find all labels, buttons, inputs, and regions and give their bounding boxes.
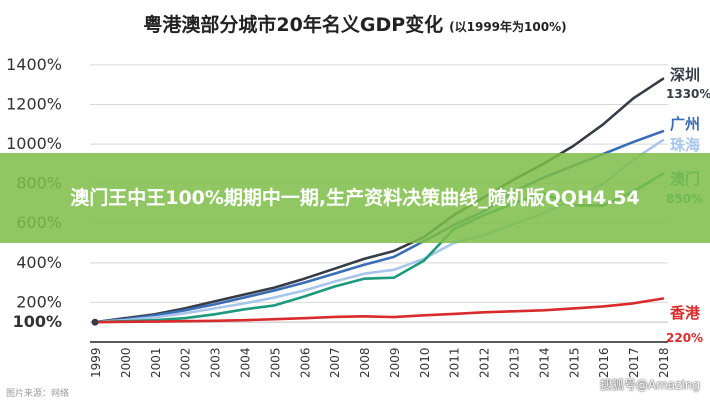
x-tick-label: 2006 bbox=[298, 347, 312, 378]
y-tick-label: 400% bbox=[16, 253, 62, 272]
series-label-0: 深圳 bbox=[670, 66, 700, 84]
series-end-value-4: 220% bbox=[666, 331, 703, 345]
y-tick-label: 1400% bbox=[6, 55, 62, 74]
x-tick-label: 2003 bbox=[209, 347, 223, 378]
x-tick-label: 2009 bbox=[388, 347, 402, 378]
source-watermark: 图片来源：网络 bbox=[6, 389, 70, 399]
chart-title-block: 粤港澳部分城市20年名义GDP变化 (以1999年为100%) bbox=[0, 10, 710, 37]
x-tick-label: 2001 bbox=[149, 347, 163, 378]
x-tick-label: 2011 bbox=[448, 347, 462, 378]
chart-subtitle: (以1999年为100%) bbox=[449, 20, 567, 34]
x-tick-label: 2017 bbox=[627, 347, 641, 378]
x-tick-label: 1999 bbox=[89, 347, 103, 378]
x-tick-label: 2002 bbox=[179, 347, 193, 378]
series-label-1: 广州 bbox=[670, 115, 700, 133]
x-tick-label: 2013 bbox=[508, 347, 522, 378]
series-line-4 bbox=[93, 297, 665, 324]
sohu-watermark: 搜狐号@Amazing bbox=[599, 378, 700, 392]
x-tick-label: 2012 bbox=[478, 347, 492, 378]
y-tick-label: 1200% bbox=[6, 94, 62, 113]
x-tick-label: 2018 bbox=[657, 347, 671, 378]
series-label-4: 香港 bbox=[670, 304, 701, 322]
y-tick-label: 1000% bbox=[6, 134, 62, 153]
overlay-banner-text: 澳门王中王100%期期中一期,生产资料决策曲线_随机版QQH4.54 bbox=[70, 186, 640, 209]
overlay-banner: 澳门王中王100%期期中一期,生产资料决策曲线_随机版QQH4.54 bbox=[0, 153, 710, 243]
x-tick-label: 2005 bbox=[268, 347, 282, 378]
x-tick-label: 2015 bbox=[567, 347, 581, 378]
series-label-2: 珠海 bbox=[670, 136, 700, 154]
y-tick-label: 100% bbox=[13, 312, 62, 331]
x-tick-label: 2016 bbox=[597, 347, 611, 378]
y-tick-label: 200% bbox=[16, 292, 62, 311]
x-tick-label: 2008 bbox=[358, 347, 372, 378]
x-tick-label: 2000 bbox=[119, 347, 133, 378]
start-point bbox=[91, 318, 99, 326]
series-line-0 bbox=[93, 77, 665, 324]
x-tick-label: 2010 bbox=[418, 347, 432, 378]
x-tick-label: 2014 bbox=[537, 347, 551, 378]
x-tick-label: 2007 bbox=[328, 347, 342, 378]
chart-title: 粤港澳部分城市20年名义GDP变化 bbox=[143, 14, 444, 36]
x-tick-label: 2004 bbox=[238, 347, 252, 378]
series-end-value-0: 1330% bbox=[666, 87, 710, 101]
